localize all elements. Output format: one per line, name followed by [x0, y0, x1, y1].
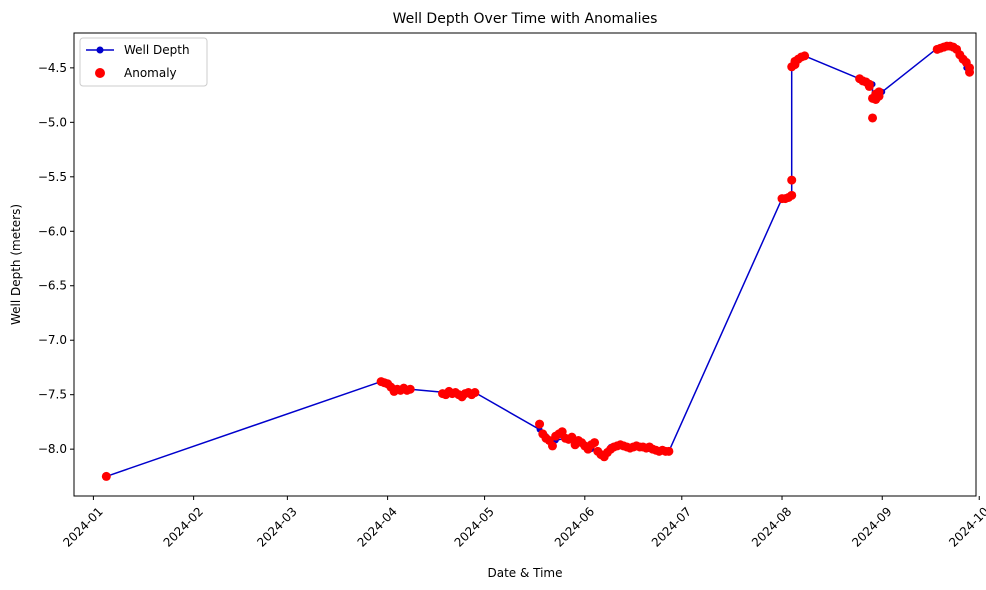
anomaly-point	[874, 87, 884, 97]
anomaly-point	[787, 175, 797, 185]
plot-area	[73, 32, 977, 497]
x-tick-label: 2024-10	[946, 504, 986, 549]
legend-label-well-depth: Well Depth	[124, 43, 190, 57]
anomaly-point	[965, 67, 975, 77]
x-tick-label: 2024-07	[649, 504, 694, 549]
anomaly-point	[800, 51, 810, 61]
chart-title: Well Depth Over Time with Anomalies	[393, 11, 658, 27]
legend-line-marker	[96, 46, 104, 54]
x-tick-label: 2024-02	[161, 504, 206, 549]
x-tick-label: 2024-06	[552, 504, 597, 549]
y-tick-label: −5.0	[38, 115, 67, 129]
well-depth-line	[106, 45, 970, 478]
y-tick-label: −7.0	[38, 333, 67, 347]
y-axis: −4.5 −5.0 −5.5 −6.0 −6.5 −7.0 −7.5 −8.0	[38, 61, 74, 456]
x-tick-label: 2024-09	[849, 504, 894, 549]
anomaly-point	[535, 419, 545, 429]
x-axis-title: Date & Time	[487, 566, 562, 580]
anomaly-point	[868, 113, 878, 123]
legend: Well Depth Anomaly	[79, 37, 208, 87]
anomaly-point	[864, 81, 874, 91]
x-tick-label: 2024-08	[749, 504, 794, 549]
x-tick-label: 2024-01	[60, 504, 105, 549]
x-tick-label: 2024-03	[254, 504, 299, 549]
anomaly-point	[101, 471, 111, 481]
anomaly-point	[547, 441, 557, 451]
legend-label-anomaly: Anomaly	[124, 66, 177, 80]
y-tick-label: −6.5	[38, 279, 67, 293]
y-tick-label: −5.5	[38, 170, 67, 184]
anomaly-point	[405, 384, 415, 394]
y-axis-title: Well Depth (meters)	[9, 204, 23, 325]
anomaly-point	[470, 388, 480, 398]
y-tick-label: −8.0	[38, 442, 67, 456]
y-tick-label: −7.5	[38, 388, 67, 402]
x-tick-label: 2024-04	[355, 504, 400, 549]
series-layer	[101, 41, 975, 481]
legend-anomaly-marker	[95, 68, 105, 78]
y-tick-label: −4.5	[38, 61, 67, 75]
anomaly-point	[787, 190, 797, 200]
x-axis: 2024-01 2024-02 2024-03 2024-04 2024-05 2024-…	[60, 496, 986, 550]
y-tick-label: −6.0	[38, 224, 67, 238]
anomaly-point	[590, 438, 600, 448]
anomaly-point	[664, 446, 674, 456]
x-tick-label: 2024-05	[452, 504, 497, 549]
